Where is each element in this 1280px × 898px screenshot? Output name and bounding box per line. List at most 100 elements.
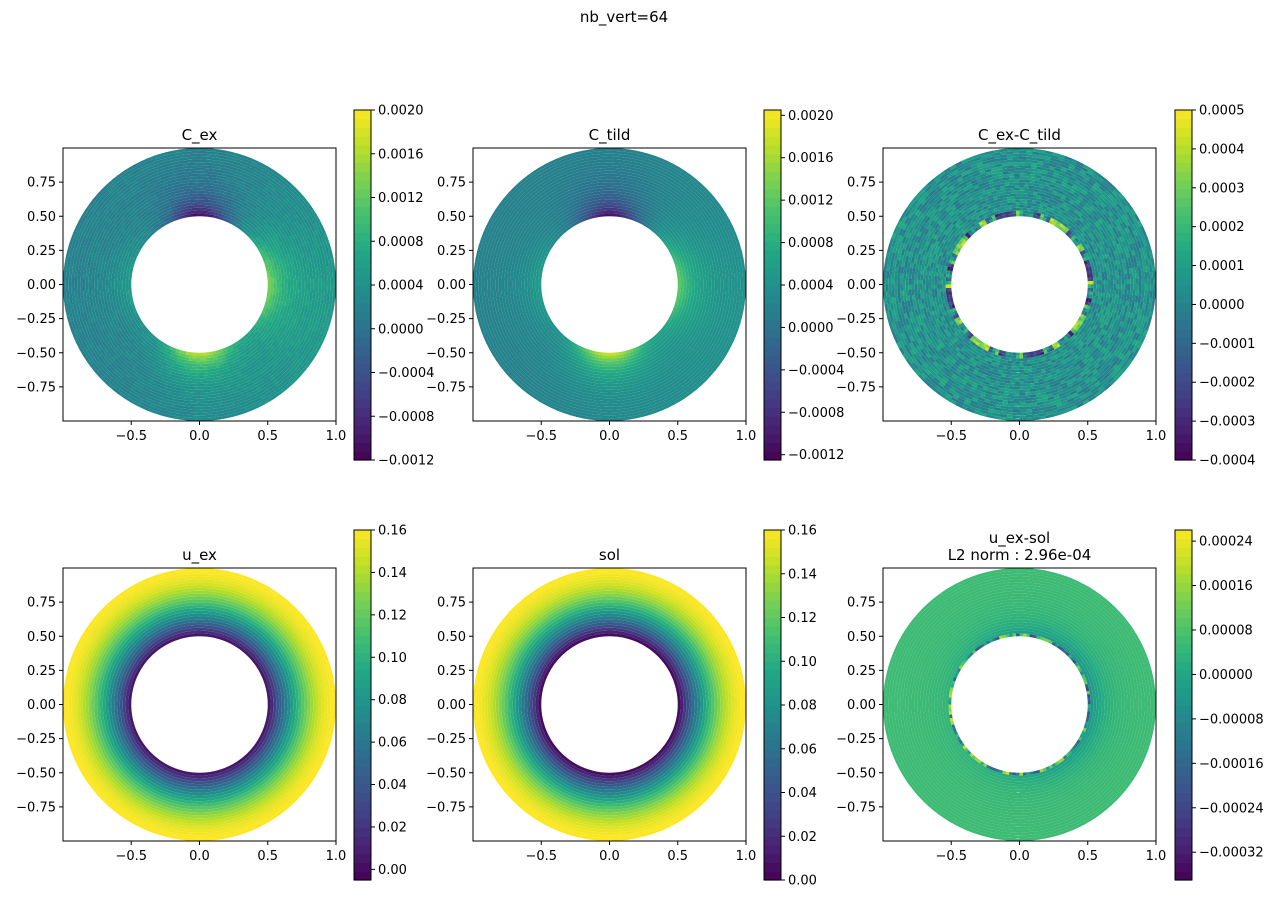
field-cell	[91, 273, 95, 280]
field-cell	[195, 355, 200, 359]
field-cell	[521, 292, 526, 298]
field-cell	[329, 290, 334, 298]
field-cell	[207, 193, 213, 198]
field-cell	[182, 350, 187, 355]
field-cell	[71, 290, 76, 298]
field-cell	[130, 316, 135, 321]
field-cell	[160, 341, 165, 346]
field-cell	[265, 238, 271, 244]
field-cell	[133, 237, 138, 243]
field-cell	[327, 283, 331, 291]
field-cell	[210, 356, 215, 361]
field-cell	[605, 207, 610, 211]
field-cell	[127, 255, 132, 260]
field-cell	[140, 336, 146, 342]
field-cell	[209, 211, 214, 215]
field-cell	[199, 159, 206, 163]
field-cell	[65, 277, 69, 286]
field-cell	[168, 218, 174, 223]
field-cell	[296, 284, 300, 290]
field-cell	[254, 331, 260, 337]
field-cell	[694, 275, 698, 281]
field-cell	[535, 284, 539, 289]
field-cell	[605, 358, 610, 362]
field-cell	[258, 238, 264, 244]
colorbar-band	[354, 407, 371, 417]
field-cell	[609, 176, 615, 180]
field-cell	[269, 269, 273, 275]
field-cell	[677, 277, 681, 282]
field-cell	[266, 270, 270, 275]
field-cell	[677, 280, 681, 285]
field-cell	[292, 274, 297, 280]
field-cell	[691, 284, 695, 289]
field-cell	[609, 199, 614, 203]
colorbar-band	[354, 136, 371, 146]
field-cell	[224, 352, 230, 357]
field-cell	[207, 360, 212, 364]
field-cell	[524, 280, 528, 285]
field-cell	[152, 346, 158, 351]
field-cell	[324, 283, 328, 291]
field-cell	[207, 363, 212, 367]
field-cell	[276, 284, 280, 289]
field-cell	[185, 374, 191, 378]
field-cell	[613, 202, 618, 206]
field-cell	[220, 210, 226, 215]
field-cell	[602, 213, 607, 217]
field-cell	[186, 159, 194, 163]
field-cell	[195, 204, 200, 208]
field-cell	[236, 343, 241, 348]
field-cell	[273, 280, 277, 285]
field-cell	[85, 278, 89, 285]
field-cell	[128, 284, 132, 289]
field-cell	[199, 207, 204, 211]
field-cell	[100, 289, 104, 295]
field-cell	[326, 271, 331, 279]
field-cell	[194, 378, 200, 382]
field-cell	[136, 247, 141, 253]
field-cell	[227, 351, 233, 356]
field-cell	[83, 273, 87, 280]
field-cell	[191, 210, 197, 214]
field-cell	[105, 284, 109, 290]
field-cell	[318, 284, 322, 291]
field-cell	[532, 288, 536, 293]
field-cell	[136, 321, 141, 326]
field-cell	[133, 254, 138, 259]
colorbar-band	[354, 328, 371, 339]
field-cell	[167, 348, 173, 353]
field-cell	[204, 383, 210, 387]
field-cell	[128, 312, 133, 318]
field-cell	[612, 352, 617, 356]
field-cell	[219, 213, 225, 218]
field-cell	[178, 215, 183, 220]
field-cell	[155, 341, 161, 347]
field-cell	[173, 354, 179, 359]
field-cell	[194, 190, 200, 194]
field-cell	[614, 179, 620, 183]
field-cell	[275, 260, 280, 266]
field-cell	[120, 295, 125, 301]
field-cell	[330, 277, 334, 285]
field-cell	[68, 290, 73, 298]
field-cell	[94, 289, 98, 296]
field-cell	[263, 304, 268, 309]
field-cell	[269, 294, 273, 299]
field-cell	[125, 250, 131, 256]
field-cell	[616, 210, 621, 215]
field-cell	[131, 311, 136, 317]
field-cell	[199, 386, 206, 390]
field-cell	[108, 284, 112, 290]
field-cell	[204, 392, 211, 396]
field-cell	[617, 368, 623, 373]
field-cell	[187, 162, 194, 166]
field-cell	[321, 277, 325, 285]
field-cell	[194, 182, 200, 186]
field-cell	[293, 279, 297, 285]
field-cell	[196, 352, 200, 356]
field-cell	[74, 278, 78, 285]
colorbar-band	[354, 223, 371, 234]
field-cell	[318, 272, 322, 279]
field-cell	[193, 409, 201, 413]
